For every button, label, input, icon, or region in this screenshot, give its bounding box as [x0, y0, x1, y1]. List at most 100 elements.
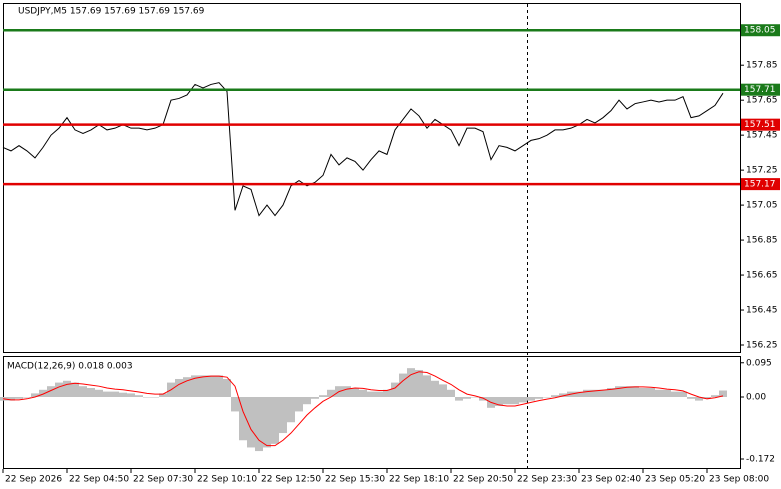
macd-bar: [263, 397, 271, 448]
level-label-box: [741, 83, 780, 96]
macd-bar: [527, 397, 535, 401]
macd-bar: [207, 375, 215, 398]
level-label-box: [741, 118, 780, 131]
macd-bar: [719, 390, 727, 398]
x-tick-label: 22 Sep 18:10: [389, 475, 449, 485]
macd-bar: [247, 397, 255, 448]
macd-bar: [415, 369, 423, 398]
macd-bar: [599, 389, 607, 398]
macd-bar: [623, 386, 631, 398]
macd-bar: [655, 389, 663, 398]
macd-bar: [47, 386, 55, 398]
macd-bar: [535, 397, 543, 399]
macd-bar: [71, 382, 79, 398]
macd-bar: [39, 389, 47, 398]
macd-bar: [175, 378, 183, 398]
x-tick-label: 22 Sep 04:50: [69, 475, 129, 485]
macd-bar: [143, 397, 151, 398]
macd-bar: [159, 393, 167, 398]
macd-bar: [631, 386, 639, 398]
y-tick-label: 157.85: [746, 61, 778, 71]
macd-bar: [367, 391, 375, 398]
macd-bar: [671, 391, 679, 398]
macd-bar: [431, 380, 439, 398]
macd-bar: [311, 397, 319, 399]
macd-bar: [55, 382, 63, 398]
macd-bar: [31, 393, 39, 398]
macd-bar: [7, 397, 15, 401]
x-tick-label: 22 Sep 2026: [5, 475, 62, 485]
y-tick-label: 156.25: [746, 341, 778, 351]
macd-bar: [271, 397, 279, 444]
macd-bar: [151, 397, 159, 398]
macd-bar: [663, 389, 671, 398]
macd-bar: [239, 397, 247, 441]
x-tick-label: 22 Sep 20:50: [453, 475, 513, 485]
macd-bar: [695, 397, 703, 401]
macd-bar: [63, 380, 71, 398]
macd-bar: [199, 375, 207, 398]
level-label: 157.71: [744, 85, 776, 95]
macd-bar: [231, 397, 239, 412]
macd-bar: [479, 397, 487, 401]
level-label: 157.17: [744, 180, 776, 190]
macd-bar: [15, 397, 23, 399]
x-tick-label: 23 Sep 05:20: [645, 475, 705, 485]
macd-bar: [575, 391, 583, 398]
y-tick-label: -0.172: [746, 454, 775, 464]
macd-bar: [583, 389, 591, 398]
macd-bar: [303, 397, 311, 405]
macd-title: MACD(12,26,9) 0.018 0.003: [7, 362, 133, 372]
y-tick-label: 0.00: [746, 393, 766, 403]
price-frame: [3, 3, 741, 353]
x-tick-label: 23 Sep 02:40: [581, 475, 641, 485]
macd-bar: [615, 386, 623, 398]
macd-bar: [391, 382, 399, 398]
macd-bar: [511, 397, 519, 405]
macd-bar: [95, 389, 103, 398]
macd-bar: [463, 397, 471, 399]
macd-bar: [327, 389, 335, 398]
x-tick-label: 22 Sep 12:50: [261, 475, 321, 485]
x-tick-label: 22 Sep 07:30: [133, 475, 193, 485]
macd-bar: [343, 386, 351, 398]
level-label: 158.05: [744, 26, 776, 36]
macd-bar: [551, 395, 559, 398]
y-tick-label: 156.65: [746, 271, 778, 281]
macd-bar: [383, 389, 391, 398]
macd-bar: [119, 392, 127, 398]
macd-bar: [711, 395, 719, 398]
macd-bar: [439, 384, 447, 398]
macd-bar: [407, 368, 415, 398]
y-tick-label: 157.25: [746, 166, 778, 176]
macd-frame: [3, 356, 741, 469]
macd-bar: [191, 375, 199, 398]
macd-bar: [103, 391, 111, 398]
macd-bar: [23, 397, 31, 398]
macd-bar: [607, 387, 615, 398]
macd-bar: [295, 397, 303, 412]
y-tick-label: 156.85: [746, 236, 778, 246]
x-tick-label: 22 Sep 15:30: [325, 475, 385, 485]
macd-bar: [375, 391, 383, 398]
macd-bar: [423, 375, 431, 398]
macd-bar: [455, 397, 463, 401]
macd-bar: [639, 387, 647, 398]
macd-bar: [87, 387, 95, 398]
level-label: 157.51: [744, 120, 776, 130]
y-tick-label: 0.095: [746, 358, 772, 368]
macd-bar: [215, 375, 223, 398]
x-tick-label: 23 Sep 08:00: [709, 475, 769, 485]
macd-bar: [519, 397, 527, 403]
macd-bar: [127, 393, 135, 398]
macd-bar: [79, 386, 87, 398]
macd-bar: [679, 391, 687, 398]
macd-bar: [647, 387, 655, 398]
macd-bar: [559, 393, 567, 398]
x-tick-label: 22 Sep 23:30: [517, 475, 577, 485]
macd-bar: [255, 397, 263, 452]
y-tick-label: 156.45: [746, 306, 778, 316]
macd-bar: [503, 397, 511, 405]
